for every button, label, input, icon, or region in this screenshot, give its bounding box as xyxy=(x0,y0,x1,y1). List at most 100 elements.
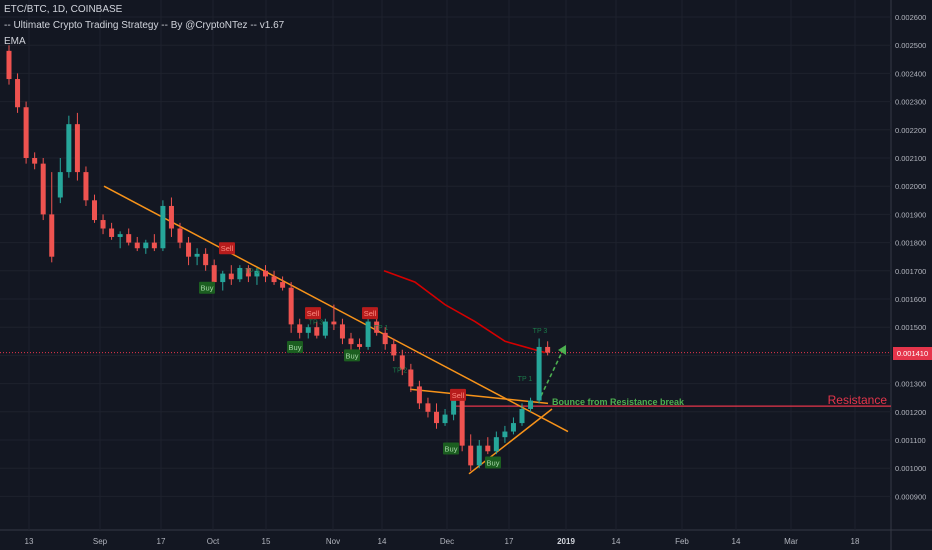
resistance-label: Resistance xyxy=(828,393,888,407)
candle-body xyxy=(6,50,12,80)
price-tick-label: 0.002500 xyxy=(895,41,926,50)
candle-body xyxy=(348,338,354,345)
price-tick-label: 0.002300 xyxy=(895,98,926,107)
sell-signal-label: Sell xyxy=(221,244,234,253)
take-profit-label: TP 1 xyxy=(518,376,533,383)
time-tick-label: 18 xyxy=(851,537,860,546)
candle-body xyxy=(476,445,482,466)
sell-signal-label: Sell xyxy=(452,391,465,400)
candle-body xyxy=(322,321,328,336)
candle-body xyxy=(168,205,174,229)
candle-body xyxy=(228,273,234,280)
sell-signal-box xyxy=(219,242,235,255)
sell-signal-box xyxy=(305,307,321,320)
candle-body xyxy=(331,321,337,325)
price-tick-label: 0.001000 xyxy=(895,464,926,473)
candle-body xyxy=(288,287,294,325)
symbol-title[interactable]: ETC/BTC, 1D, COINBASE xyxy=(4,4,123,15)
projection-arrow-line xyxy=(540,351,563,397)
chart-overlays xyxy=(0,185,891,475)
candle-body xyxy=(545,346,551,353)
candle-body xyxy=(459,397,465,446)
buy-signal-label: Buy xyxy=(445,444,458,453)
price-tick-label: 0.001500 xyxy=(895,323,926,332)
candle-body xyxy=(399,355,405,370)
candle-body xyxy=(510,423,516,432)
buy-signal-box xyxy=(485,456,501,469)
time-tick-label: 15 xyxy=(262,537,271,546)
candle-body xyxy=(468,445,474,466)
candle-body xyxy=(237,267,243,280)
candle-body xyxy=(211,265,217,283)
take-profit-label: TP 2 xyxy=(393,367,408,374)
ema-line xyxy=(383,270,546,354)
candle-body xyxy=(83,172,89,201)
bounce-annotation: Bounce from Resistance break xyxy=(552,397,685,407)
candle-body xyxy=(40,163,46,215)
price-tick-label: 0.001600 xyxy=(895,295,926,304)
candle-body xyxy=(536,346,542,401)
price-axis[interactable]: 0.002600 0.002500 0.002400 0.002300 0.002200… xyxy=(895,13,926,501)
time-tick-label: 13 xyxy=(25,537,34,546)
time-axis[interactable]: 13 Sep 17 Oct 15 Nov 14 Dec 17 2019 14 Feb 14 Mar 18 xyxy=(25,537,860,546)
candle-body xyxy=(109,228,115,237)
time-tick-label: Oct xyxy=(207,537,220,546)
candle-body xyxy=(186,242,192,257)
candle-body xyxy=(74,124,80,173)
buy-signal-box xyxy=(443,442,459,455)
candle-body xyxy=(271,276,277,283)
take-profit-label: TP 1 xyxy=(374,325,389,332)
time-tick-label: 14 xyxy=(732,537,741,546)
price-tick-label: 0.002400 xyxy=(895,69,926,78)
time-tick-label: Mar xyxy=(784,537,798,546)
candle-body xyxy=(502,431,508,438)
candle-body xyxy=(245,267,251,277)
signal-markers: Sell Buy Buy Sell Buy Sell Sell Buy Buy TP 3 TP 1 T… xyxy=(199,242,547,469)
ema-label[interactable]: EMA xyxy=(4,36,26,47)
candle-body xyxy=(23,107,29,158)
buy-signal-box xyxy=(344,349,360,362)
candle-body xyxy=(134,242,140,249)
candle-body xyxy=(434,411,439,424)
time-tick-label: Dec xyxy=(440,537,454,546)
candle-body xyxy=(408,369,414,387)
candle-body xyxy=(15,79,21,108)
buy-signal-box xyxy=(199,281,215,294)
strategy-title[interactable]: -- Ultimate Crypto Trading Strategy -- B… xyxy=(4,20,285,31)
time-tick-label: 14 xyxy=(378,537,387,546)
price-tick-label: 0.002200 xyxy=(895,126,926,135)
candle-body xyxy=(143,242,149,249)
candle-body xyxy=(425,403,431,412)
candle-body xyxy=(485,445,491,452)
candle-body xyxy=(66,124,72,173)
candle-body xyxy=(391,344,397,356)
buy-signal-label: Buy xyxy=(201,284,214,293)
sell-signal-label: Sell xyxy=(307,309,320,318)
candle-body xyxy=(194,253,200,257)
candle-body xyxy=(365,321,371,347)
candle-body xyxy=(100,220,106,229)
candle-body xyxy=(297,324,303,333)
price-tick-label: 0.002000 xyxy=(895,182,926,191)
candle-body xyxy=(357,344,363,347)
price-tick-label: 0.001700 xyxy=(895,267,926,276)
time-tick-label: Sep xyxy=(93,537,108,546)
candle-body xyxy=(339,324,345,339)
price-tick-label: 0.001200 xyxy=(895,408,926,417)
candle-body xyxy=(254,270,260,277)
candle-body xyxy=(92,200,97,221)
sell-signal-label: Sell xyxy=(364,309,377,318)
candle-body xyxy=(305,327,311,333)
price-tick-label: 0.000900 xyxy=(895,492,926,501)
take-profit-label: TP 3 xyxy=(245,269,260,276)
candle-body xyxy=(382,332,388,345)
price-tick-label: 0.001900 xyxy=(895,210,926,219)
candle-body xyxy=(177,228,183,243)
time-tick-label: Nov xyxy=(326,537,340,546)
candle-body xyxy=(374,321,380,333)
buy-signal-label: Buy xyxy=(487,459,500,468)
time-tick-label: 2019 xyxy=(557,537,575,546)
candle-body xyxy=(126,234,132,243)
